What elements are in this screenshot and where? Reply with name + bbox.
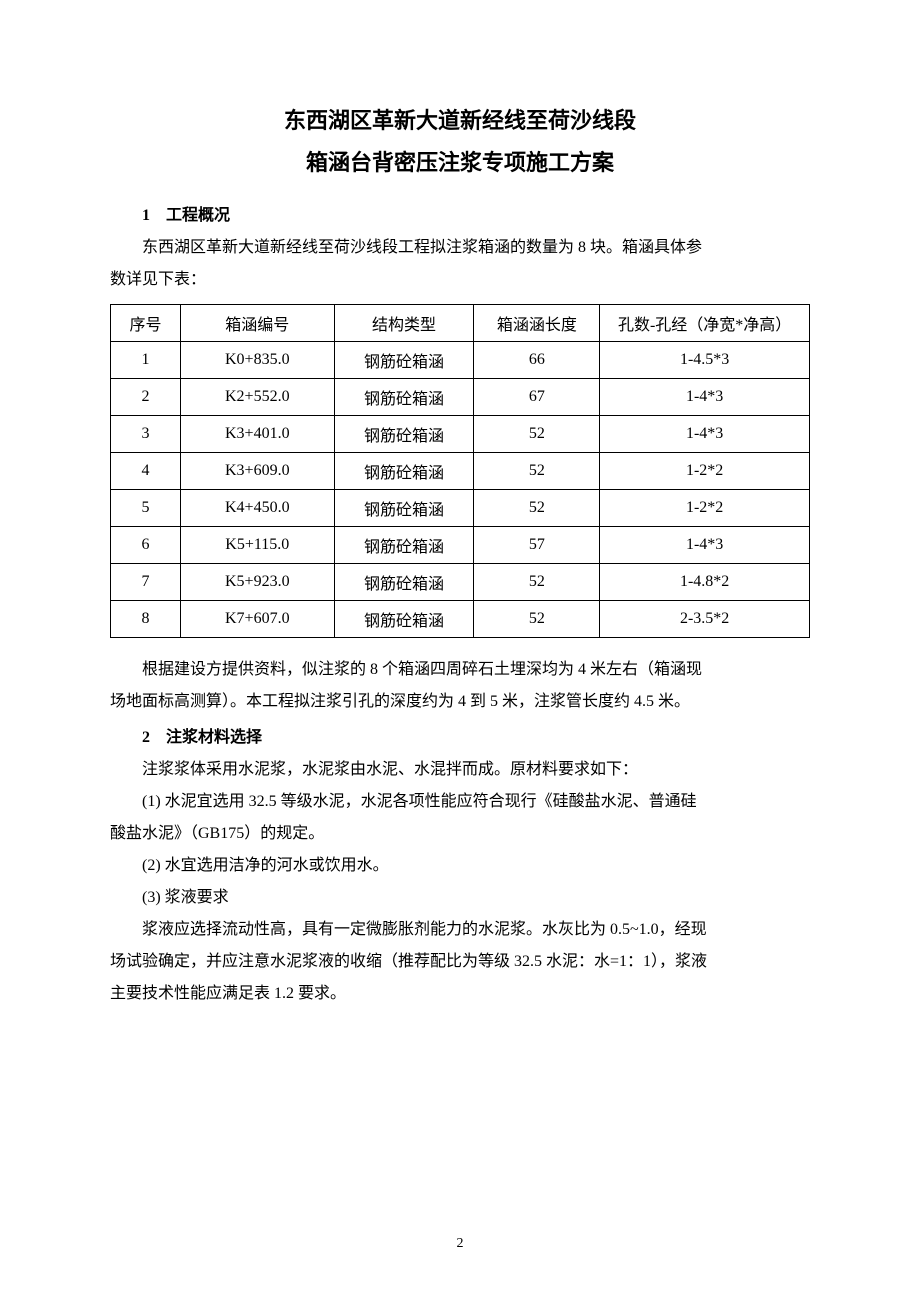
- section-2-item-3: (3) 浆液要求: [110, 882, 810, 914]
- table-cell-holes: 1-4.5*3: [600, 341, 810, 378]
- header-length: 箱涵涵长度: [474, 304, 600, 341]
- section-2-item-2: (2) 水宜选用洁净的河水或饮用水。: [110, 850, 810, 882]
- table-row: 7K5+923.0钢筋砼箱涵521-4.8*2: [111, 563, 810, 600]
- header-code: 箱涵编号: [180, 304, 334, 341]
- table-cell-seq: 7: [111, 563, 181, 600]
- section-2-item-1a: (1) 水泥宜选用 32.5 等级水泥，水泥各项性能应符合现行《硅酸盐水泥、普通…: [110, 786, 810, 818]
- table-cell-code: K5+115.0: [180, 526, 334, 563]
- header-holes: 孔数-孔经（净宽*净高）: [600, 304, 810, 341]
- table-cell-type: 钢筋砼箱涵: [334, 526, 474, 563]
- table-cell-seq: 1: [111, 341, 181, 378]
- table-cell-code: K3+609.0: [180, 452, 334, 489]
- section-2-para-2c: 主要技术性能应满足表 1.2 要求。: [110, 978, 810, 1010]
- section-2-para-1: 注浆浆体采用水泥浆，水泥浆由水泥、水混拌而成。原材料要求如下：: [110, 754, 810, 786]
- table-cell-length: 67: [474, 378, 600, 415]
- document-title: 东西湖区革新大道新经线至荷沙线段 箱涵台背密压注浆专项施工方案: [110, 100, 810, 184]
- table-cell-seq: 2: [111, 378, 181, 415]
- table-cell-holes: 1-4.8*2: [600, 563, 810, 600]
- table-row: 2K2+552.0钢筋砼箱涵671-4*3: [111, 378, 810, 415]
- table-row: 3K3+401.0钢筋砼箱涵521-4*3: [111, 415, 810, 452]
- table-row: 1K0+835.0钢筋砼箱涵661-4.5*3: [111, 341, 810, 378]
- table-cell-holes: 2-3.5*2: [600, 600, 810, 637]
- table-cell-length: 52: [474, 563, 600, 600]
- table-cell-length: 57: [474, 526, 600, 563]
- table-cell-type: 钢筋砼箱涵: [334, 415, 474, 452]
- section-1-para-2b: 场地面标高测算）。本工程拟注浆引孔的深度约为 4 到 5 米，注浆管长度约 4.…: [110, 686, 810, 718]
- table-cell-holes: 1-2*2: [600, 489, 810, 526]
- table-row: 4K3+609.0钢筋砼箱涵521-2*2: [111, 452, 810, 489]
- header-seq: 序号: [111, 304, 181, 341]
- table-cell-holes: 1-4*3: [600, 378, 810, 415]
- table-cell-type: 钢筋砼箱涵: [334, 489, 474, 526]
- section-1-heading: 1 工程概况: [110, 200, 810, 232]
- table-cell-type: 钢筋砼箱涵: [334, 563, 474, 600]
- table-cell-type: 钢筋砼箱涵: [334, 452, 474, 489]
- culvert-table: 序号 箱涵编号 结构类型 箱涵涵长度 孔数-孔经（净宽*净高） 1K0+835.…: [110, 304, 810, 638]
- table-cell-seq: 5: [111, 489, 181, 526]
- table-cell-holes: 1-4*3: [600, 415, 810, 452]
- table-cell-type: 钢筋砼箱涵: [334, 341, 474, 378]
- table-cell-code: K2+552.0: [180, 378, 334, 415]
- section-2-para-2a: 浆液应选择流动性高，具有一定微膨胀剂能力的水泥浆。水灰比为 0.5~1.0，经现: [110, 914, 810, 946]
- section-1-para-2a: 根据建设方提供资料，似注浆的 8 个箱涵四周碎石土埋深均为 4 米左右（箱涵现: [110, 654, 810, 686]
- table-cell-code: K0+835.0: [180, 341, 334, 378]
- title-line-1: 东西湖区革新大道新经线至荷沙线段: [110, 100, 810, 142]
- table-cell-code: K5+923.0: [180, 563, 334, 600]
- section-2-heading: 2 注浆材料选择: [110, 722, 810, 754]
- section-2-item-1b: 酸盐水泥》（GB175）的规定。: [110, 818, 810, 850]
- page-number: 2: [0, 1236, 920, 1252]
- title-line-2: 箱涵台背密压注浆专项施工方案: [110, 142, 810, 184]
- table-cell-seq: 8: [111, 600, 181, 637]
- table-cell-seq: 4: [111, 452, 181, 489]
- table-row: 6K5+115.0钢筋砼箱涵571-4*3: [111, 526, 810, 563]
- table-cell-seq: 6: [111, 526, 181, 563]
- table-row: 8K7+607.0钢筋砼箱涵522-3.5*2: [111, 600, 810, 637]
- table-cell-code: K4+450.0: [180, 489, 334, 526]
- section-1-para-1b: 数详见下表：: [110, 264, 810, 296]
- table-header-row: 序号 箱涵编号 结构类型 箱涵涵长度 孔数-孔经（净宽*净高）: [111, 304, 810, 341]
- table-cell-holes: 1-4*3: [600, 526, 810, 563]
- section-1-para-1a: 东西湖区革新大道新经线至荷沙线段工程拟注浆箱涵的数量为 8 块。箱涵具体参: [110, 232, 810, 264]
- section-2-para-2b: 场试验确定，并应注意水泥浆液的收缩（推荐配比为等级 32.5 水泥：水=1：1）…: [110, 946, 810, 978]
- table-cell-length: 66: [474, 341, 600, 378]
- table-cell-length: 52: [474, 452, 600, 489]
- table-cell-length: 52: [474, 489, 600, 526]
- table-row: 5K4+450.0钢筋砼箱涵521-2*2: [111, 489, 810, 526]
- table-cell-code: K3+401.0: [180, 415, 334, 452]
- table-cell-code: K7+607.0: [180, 600, 334, 637]
- table-cell-length: 52: [474, 415, 600, 452]
- header-type: 结构类型: [334, 304, 474, 341]
- table-cell-length: 52: [474, 600, 600, 637]
- table-cell-holes: 1-2*2: [600, 452, 810, 489]
- table-cell-type: 钢筋砼箱涵: [334, 600, 474, 637]
- table-cell-type: 钢筋砼箱涵: [334, 378, 474, 415]
- table-cell-seq: 3: [111, 415, 181, 452]
